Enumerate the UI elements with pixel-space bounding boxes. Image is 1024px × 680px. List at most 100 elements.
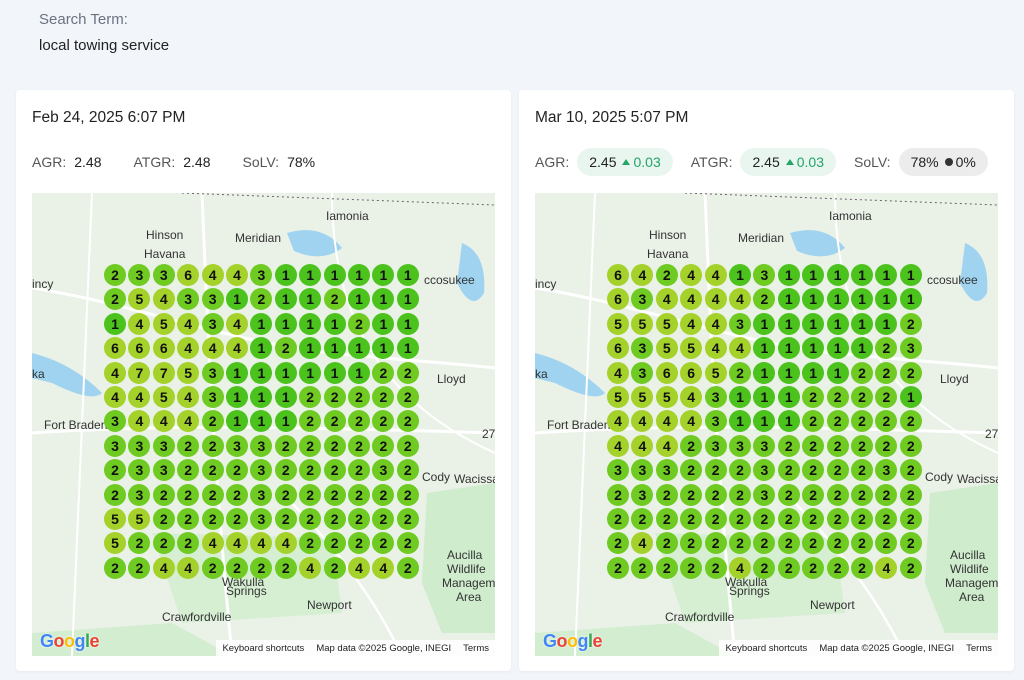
rank-pin[interactable]: 1 — [777, 337, 800, 360]
rank-pin[interactable]: 2 — [680, 532, 703, 555]
rank-pin[interactable]: 2 — [899, 459, 922, 482]
rank-pin[interactable]: 7 — [152, 361, 175, 384]
rank-pin[interactable]: 1 — [826, 288, 849, 311]
rank-pin[interactable]: 3 — [729, 434, 751, 457]
rank-pin[interactable]: 2 — [802, 508, 825, 530]
rank-pin[interactable]: 1 — [274, 264, 297, 286]
rank-pin[interactable]: 3 — [104, 410, 126, 433]
rank-pin[interactable]: 2 — [826, 508, 849, 530]
rank-pin[interactable]: 4 — [299, 556, 322, 579]
rank-pin[interactable]: 2 — [177, 459, 200, 482]
rank-pin[interactable]: 4 — [226, 312, 248, 335]
rank-pin[interactable]: 2 — [607, 483, 629, 506]
rank-pin[interactable]: 4 — [875, 556, 898, 579]
rank-pin[interactable]: 3 — [177, 288, 200, 311]
rank-pin[interactable]: 7 — [128, 361, 151, 384]
rank-pin[interactable]: 2 — [680, 483, 703, 506]
rank-pin[interactable]: 2 — [899, 532, 922, 555]
rank-pin[interactable]: 2 — [777, 483, 800, 506]
rank-pin[interactable]: 2 — [899, 312, 922, 335]
rank-pin[interactable]: 1 — [348, 361, 370, 384]
rank-pin[interactable]: 6 — [607, 264, 629, 286]
rank-pin[interactable]: 2 — [899, 434, 922, 457]
rank-pin[interactable]: 2 — [299, 386, 322, 408]
rank-pin[interactable]: 1 — [851, 312, 873, 335]
rank-pin[interactable]: 1 — [802, 337, 825, 360]
rank-pin[interactable]: 5 — [680, 337, 703, 360]
rank-pin[interactable]: 2 — [655, 508, 678, 530]
rank-pin[interactable]: 1 — [372, 312, 395, 335]
rank-pin[interactable]: 3 — [226, 434, 248, 457]
rank-pin[interactable]: 2 — [323, 483, 346, 506]
rank-pin[interactable]: 2 — [631, 508, 654, 530]
rank-pin[interactable]: 2 — [729, 459, 751, 482]
rank-pin[interactable]: 5 — [104, 508, 126, 530]
rank-pin[interactable]: 2 — [875, 532, 898, 555]
rank-pin[interactable]: 4 — [201, 337, 224, 360]
rank-pin[interactable]: 6 — [128, 337, 151, 360]
rank-pin[interactable]: 1 — [250, 410, 273, 433]
rank-grid-map[interactable]: Iamonia Hinson Havana Meridian ccosukee incy L… — [535, 193, 998, 656]
rank-pin[interactable]: 1 — [826, 337, 849, 360]
rank-pin[interactable]: 2 — [802, 556, 825, 579]
rank-pin[interactable]: 1 — [226, 288, 248, 311]
rank-pin[interactable]: 1 — [372, 264, 395, 286]
rank-pin[interactable]: 3 — [631, 459, 654, 482]
rank-pin[interactable]: 4 — [250, 532, 273, 555]
rank-pin[interactable]: 2 — [631, 556, 654, 579]
rank-pin[interactable]: 4 — [607, 434, 629, 457]
rank-pin[interactable]: 2 — [323, 532, 346, 555]
rank-pin[interactable]: 2 — [201, 434, 224, 457]
rank-pin[interactable]: 1 — [802, 312, 825, 335]
rank-pin[interactable]: 3 — [104, 434, 126, 457]
rank-pin[interactable]: 5 — [177, 361, 200, 384]
rank-pin[interactable]: 2 — [348, 483, 370, 506]
rank-pin[interactable]: 1 — [299, 288, 322, 311]
rank-pin[interactable]: 4 — [226, 532, 248, 555]
rank-pin[interactable]: 2 — [826, 410, 849, 433]
rank-pin[interactable]: 5 — [607, 312, 629, 335]
rank-pin[interactable]: 2 — [226, 459, 248, 482]
rank-pin[interactable]: 3 — [128, 483, 151, 506]
rank-pin[interactable]: 2 — [250, 556, 273, 579]
rank-pin[interactable]: 2 — [274, 556, 297, 579]
rank-pin[interactable]: 4 — [152, 410, 175, 433]
rank-pin[interactable]: 2 — [274, 459, 297, 482]
rank-pin[interactable]: 4 — [680, 410, 703, 433]
rank-pin[interactable]: 2 — [704, 556, 727, 579]
rank-pin[interactable]: 3 — [704, 386, 727, 408]
rank-pin[interactable]: 4 — [729, 556, 751, 579]
rank-pin[interactable]: 2 — [777, 532, 800, 555]
rank-pin[interactable]: 4 — [607, 361, 629, 384]
rank-pin[interactable]: 2 — [851, 532, 873, 555]
rank-pin[interactable]: 2 — [655, 483, 678, 506]
rank-pin[interactable]: 2 — [875, 361, 898, 384]
rank-pin[interactable]: 4 — [274, 532, 297, 555]
rank-pin[interactable]: 2 — [851, 556, 873, 579]
rank-pin[interactable]: 2 — [802, 386, 825, 408]
rank-pin[interactable]: 2 — [753, 556, 776, 579]
rank-pin[interactable]: 2 — [372, 508, 395, 530]
rank-pin[interactable]: 2 — [875, 434, 898, 457]
rank-pin[interactable]: 2 — [396, 532, 419, 555]
rank-pin[interactable]: 2 — [875, 508, 898, 530]
rank-pin[interactable]: 2 — [323, 556, 346, 579]
rank-pin[interactable]: 1 — [250, 386, 273, 408]
rank-pin[interactable]: 1 — [777, 410, 800, 433]
rank-pin[interactable]: 3 — [250, 483, 273, 506]
rank-pin[interactable]: 1 — [777, 312, 800, 335]
rank-pin[interactable]: 2 — [299, 459, 322, 482]
rank-pin[interactable]: 2 — [323, 386, 346, 408]
rank-pin[interactable]: 2 — [201, 459, 224, 482]
rank-pin[interactable]: 2 — [851, 434, 873, 457]
rank-pin[interactable]: 2 — [655, 264, 678, 286]
rank-pin[interactable]: 2 — [826, 434, 849, 457]
rank-pin[interactable]: 1 — [753, 361, 776, 384]
rank-pin[interactable]: 2 — [348, 459, 370, 482]
rank-pin[interactable]: 2 — [826, 532, 849, 555]
rank-pin[interactable]: 2 — [777, 434, 800, 457]
rank-pin[interactable]: 4 — [128, 386, 151, 408]
rank-pin[interactable]: 1 — [250, 337, 273, 360]
rank-pin[interactable]: 2 — [704, 508, 727, 530]
rank-pin[interactable]: 3 — [704, 410, 727, 433]
